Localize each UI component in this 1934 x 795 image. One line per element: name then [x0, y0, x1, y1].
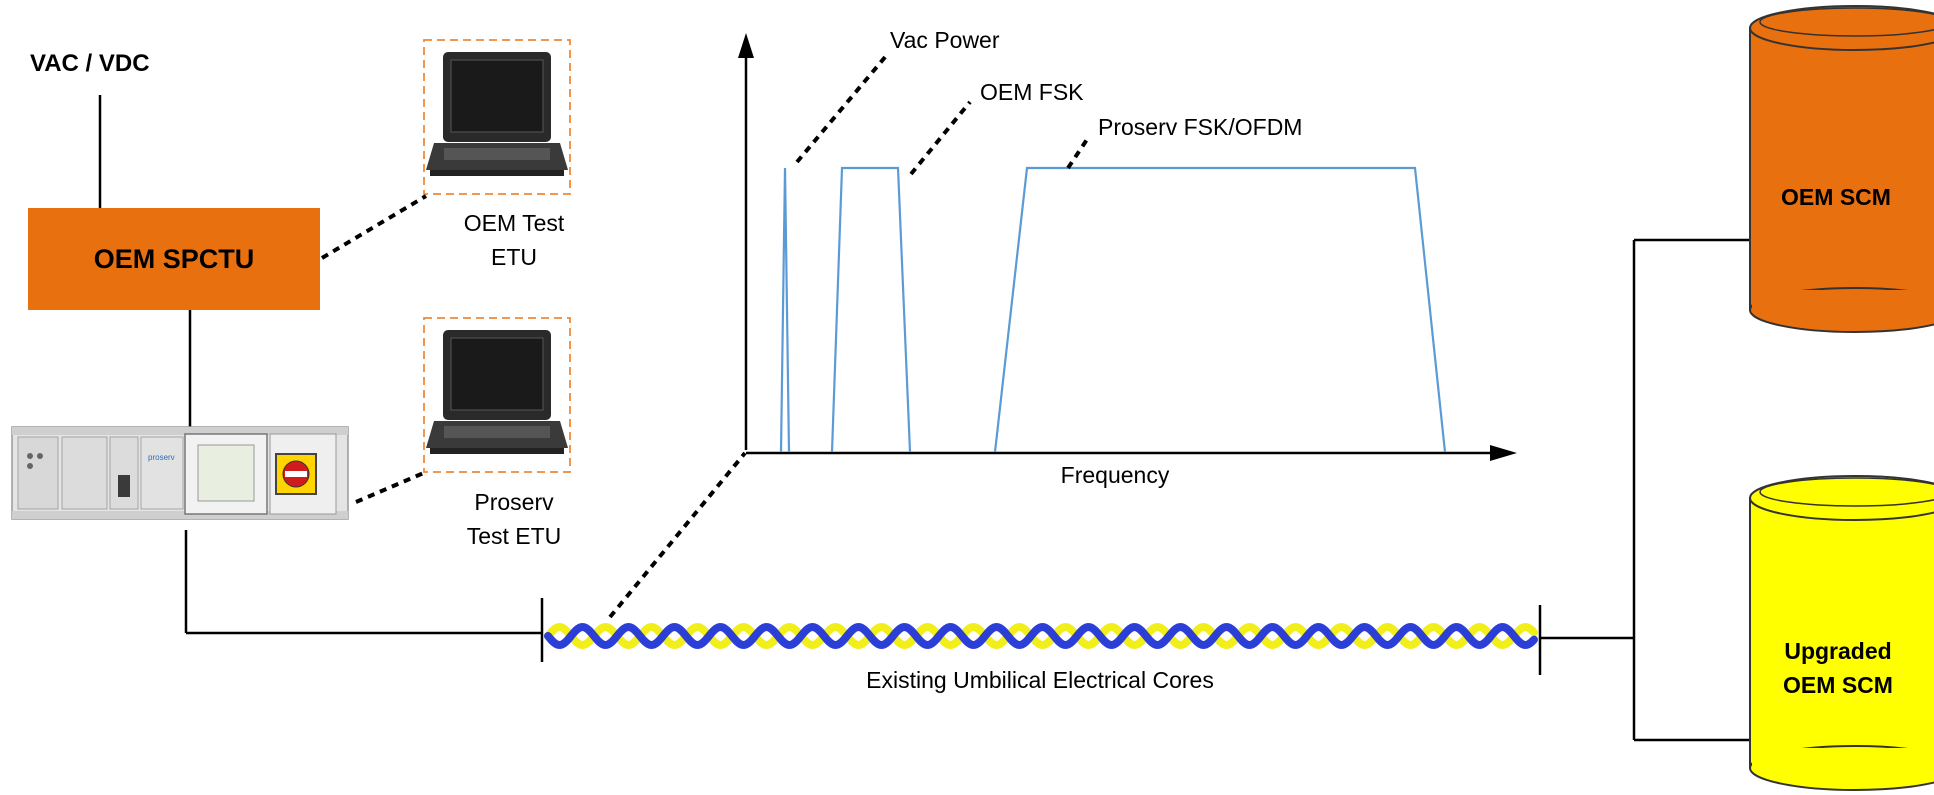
- spctu-laptop-link: [320, 194, 428, 260]
- signal-vac-power: [779, 167, 791, 453]
- spectrum-x-label: Frequency: [1061, 462, 1170, 488]
- oem-fsk-pointer: [909, 100, 972, 176]
- laptop-proserv-label-1: Proserv: [474, 489, 554, 515]
- cable-wire-blue: [544, 622, 1538, 650]
- signal-proserv-fsk-ofdm: [993, 166, 1447, 453]
- spctu-label: OEM SPCTU: [94, 244, 255, 274]
- rack-unit: proserv: [11, 426, 349, 520]
- power-label: VAC / VDC: [30, 50, 150, 77]
- scm-top-cylinder: [1749, 5, 1934, 333]
- umbilical-cable: [544, 622, 1538, 650]
- cable-spectrum-pointer: [608, 451, 747, 619]
- proserv-pointer: [1066, 136, 1090, 170]
- scm-top-label: OEM SCM: [1781, 184, 1891, 210]
- scm-bottom-cylinder: [1749, 475, 1934, 791]
- signal-label-vac-power: Vac Power: [890, 27, 1000, 53]
- signal-label-oem-fsk: OEM FSK: [980, 79, 1084, 105]
- laptop-proserv-frame: [423, 317, 571, 473]
- spectrum-y-arrow: [738, 33, 754, 58]
- laptop-proserv-label-2: Test ETU: [467, 523, 562, 549]
- vac-power-pointer: [795, 54, 888, 164]
- cable-wire-yellow: [544, 622, 1538, 650]
- rack-laptop-link: [355, 470, 427, 504]
- signal-oem-fsk: [830, 166, 912, 453]
- scm-bottom-label-2: OEM SCM: [1783, 672, 1893, 698]
- signal-label-proserv: Proserv FSK/OFDM: [1098, 114, 1302, 140]
- spctu-box: [28, 208, 320, 310]
- scm-bottom-label-1: Upgraded: [1784, 638, 1891, 664]
- laptop-proserv: [423, 317, 571, 473]
- laptop-oem-label-1: OEM Test: [464, 210, 565, 236]
- laptop-oem: [423, 39, 571, 195]
- laptop-oem-frame: [423, 39, 571, 195]
- rack-brand-mark: proserv: [148, 453, 175, 462]
- umbilical-label: Existing Umbilical Electrical Cores: [866, 667, 1214, 693]
- laptop-oem-label-2: ETU: [491, 244, 537, 270]
- spectrum-x-arrow: [1490, 445, 1517, 461]
